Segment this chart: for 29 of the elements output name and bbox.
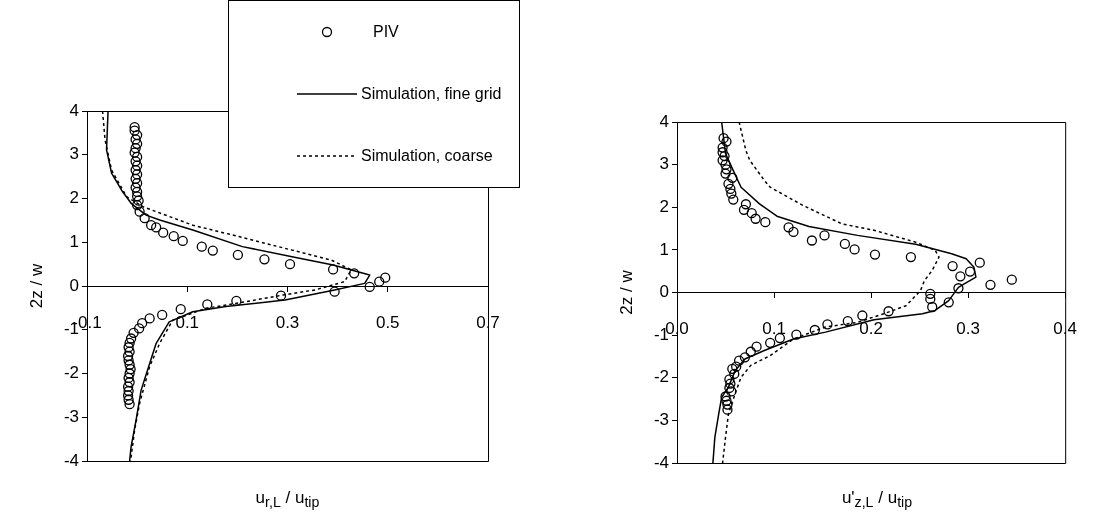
y-axis-title: 2z / w [616,269,636,315]
y-tick-label: -2 [63,363,79,383]
y-tick-label: 4 [659,111,669,131]
y-tick-label: 4 [69,100,79,120]
x-tick-label: 0.3 [275,312,300,332]
y-tick-label: 1 [69,231,79,251]
y-tick-label: 0 [659,282,669,302]
x-tick-label: 0.1 [762,319,786,339]
y-tick-label: 3 [659,154,669,174]
y-tick-label: -3 [653,410,669,430]
x-tick-label: 0.1 [175,312,200,332]
y-tick-label: 2 [69,188,79,208]
y-axis-title: 2z / w [26,263,46,309]
legend-label: Simulation, coarse [361,147,493,165]
y-tick-label: -4 [653,452,669,472]
x-axis-title: u$_{r,L}$ / u$_{tip}$ [254,488,321,511]
x-tick-label: 0.5 [375,312,400,332]
y-tick-label: 2 [659,196,669,216]
text: PIV [373,23,399,41]
legend-label: Simulation, fine grid [361,85,502,103]
x-tick-label: 0.2 [859,319,883,339]
y-tick-label: 3 [69,144,79,164]
y-tick-label: 1 [659,239,669,259]
x-axis-title: u'$_{z,L}$ / u$_{tip}$ [840,488,914,511]
y-tick-label: -3 [63,406,79,426]
y-tick-label: 0 [69,275,79,295]
x-tick-label: 0.3 [956,319,980,339]
y-tick-label: -2 [653,367,669,387]
y-tick-label: -4 [63,450,79,470]
